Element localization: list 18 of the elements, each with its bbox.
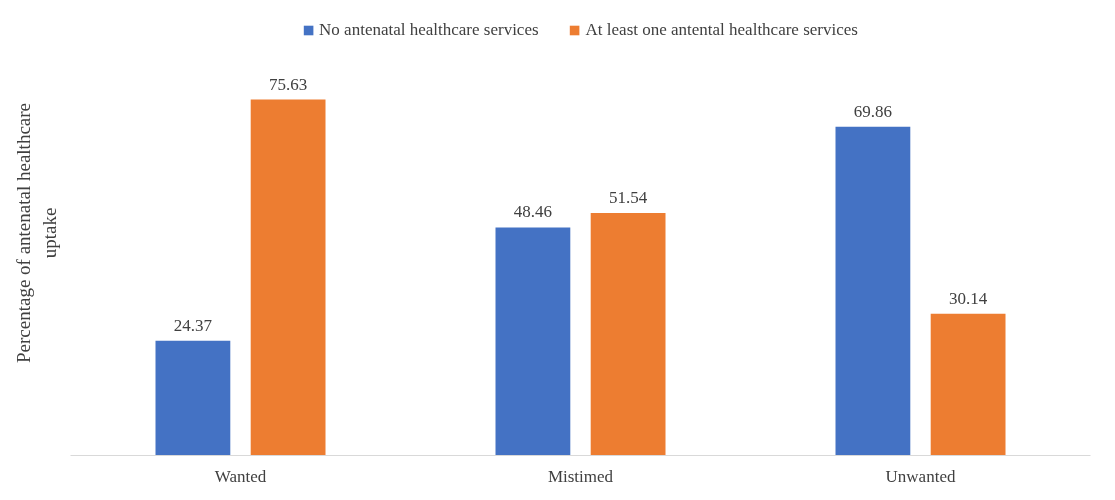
bar — [835, 126, 911, 456]
data-label: 69.86 — [853, 101, 893, 121]
legend-label: No antenatal healthcare services — [319, 20, 539, 40]
data-label: 24.37 — [173, 315, 213, 335]
bar — [250, 99, 326, 456]
bar — [495, 227, 571, 456]
bar — [155, 340, 231, 456]
x-tick-label: Mistimed — [547, 466, 614, 486]
y-axis-title: Percentage of antenatal healthcare uptake — [13, 102, 60, 364]
legend-label: At least one antental healthcare services — [585, 20, 858, 40]
data-label: 51.54 — [608, 187, 648, 207]
data-label: 48.46 — [513, 202, 553, 222]
bar — [590, 212, 666, 456]
x-tick-label: Unwanted — [885, 466, 956, 486]
bar — [930, 313, 1006, 456]
data-label: 30.14 — [948, 288, 988, 308]
data-label: 75.63 — [268, 74, 308, 94]
x-tick-label: Wanted — [214, 466, 267, 486]
